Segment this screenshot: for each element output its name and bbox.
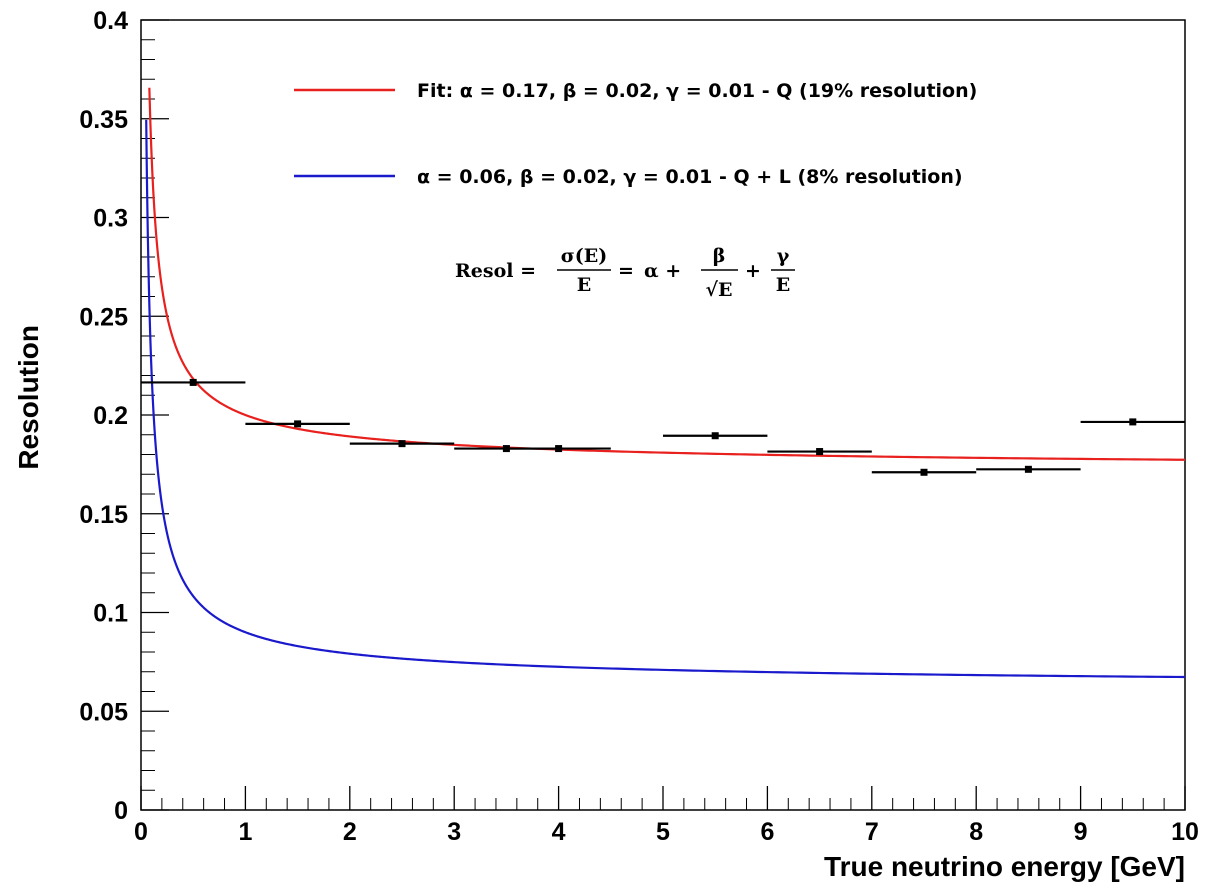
formula-lhs: Resol = <box>455 260 536 282</box>
y-tick-label: 0.3 <box>93 205 128 233</box>
formula-equals: = <box>618 260 634 282</box>
x-tick-label: 10 <box>1171 818 1199 846</box>
formula-denominator-e: E <box>577 274 591 296</box>
y-tick-label: 0.25 <box>79 303 128 331</box>
formula-beta: β <box>713 245 726 267</box>
formula-sigma-numerator: σ(E) <box>561 245 607 267</box>
plot-frame <box>140 19 1186 811</box>
data-point <box>871 468 977 476</box>
x-tick-label: 6 <box>760 818 774 846</box>
data-point <box>767 448 872 456</box>
point-marker <box>711 432 719 440</box>
formula-gamma: γ <box>777 245 790 267</box>
point-marker <box>920 468 928 476</box>
y-tick-label: 0.15 <box>79 501 128 529</box>
y-tick-label: 0.1 <box>93 600 128 628</box>
x-tick-label: 0 <box>134 818 148 846</box>
point-marker <box>816 448 824 456</box>
x-tick-label: 4 <box>552 818 566 846</box>
data-point <box>245 420 350 428</box>
x-tick-labels: 0 1 2 3 4 5 6 7 8 9 10 <box>134 818 1199 846</box>
formula-sqrt-e: √E <box>706 279 733 301</box>
y-tick-labels: 0 0.05 0.1 0.15 0.2 0.25 0.3 0.35 0.4 <box>79 7 128 825</box>
x-major-ticks <box>140 786 1186 810</box>
x-tick-label: 8 <box>969 818 983 846</box>
y-axis-title: Resolution <box>13 325 44 470</box>
point-marker <box>398 440 406 448</box>
point-marker <box>555 445 563 453</box>
x-tick-label: 3 <box>447 818 461 846</box>
x-tick-label: 9 <box>1074 818 1088 846</box>
point-marker <box>1129 418 1137 426</box>
data-point <box>976 465 1081 473</box>
data-point <box>663 432 768 440</box>
formula-plus: + <box>745 260 761 282</box>
data-point <box>1080 418 1185 426</box>
point-marker <box>189 378 197 386</box>
formula-denominator-e2: E <box>776 274 790 296</box>
point-marker <box>1024 465 1032 473</box>
data-point <box>506 445 611 453</box>
x-tick-label: 1 <box>238 818 252 846</box>
y-tick-label: 0.05 <box>79 698 128 726</box>
y-tick-label: 0 <box>114 797 128 825</box>
data-point <box>349 440 455 448</box>
data-points <box>141 378 1185 476</box>
series-red-fit-curve <box>148 87 1186 461</box>
legend-blue-label: α = 0.06, β = 0.02, γ = 0.01 - Q + L (8%… <box>417 166 963 188</box>
x-minor-ticks <box>161 798 1165 810</box>
y-tick-label: 0.35 <box>79 106 128 134</box>
data-point <box>141 378 246 386</box>
x-axis-title: True neutrino energy [GeV] <box>824 851 1185 882</box>
formula-alpha-plus: α + <box>644 260 681 282</box>
y-tick-label: 0.4 <box>93 7 128 35</box>
y-tick-label: 0.2 <box>93 402 128 430</box>
x-tick-label: 2 <box>343 818 357 846</box>
x-tick-label: 5 <box>656 818 670 846</box>
series-blue-curve <box>145 119 1186 679</box>
point-marker <box>294 420 302 428</box>
legend-red-label: Fit: α = 0.17, β = 0.02, γ = 0.01 - Q (1… <box>417 80 977 102</box>
x-tick-label: 7 <box>865 818 879 846</box>
legend: Fit: α = 0.17, β = 0.02, γ = 0.01 - Q (1… <box>294 80 977 188</box>
resolution-formula: Resol = σ(E) E = α + β √E + γ E <box>455 245 795 301</box>
y-major-ticks <box>141 19 169 811</box>
